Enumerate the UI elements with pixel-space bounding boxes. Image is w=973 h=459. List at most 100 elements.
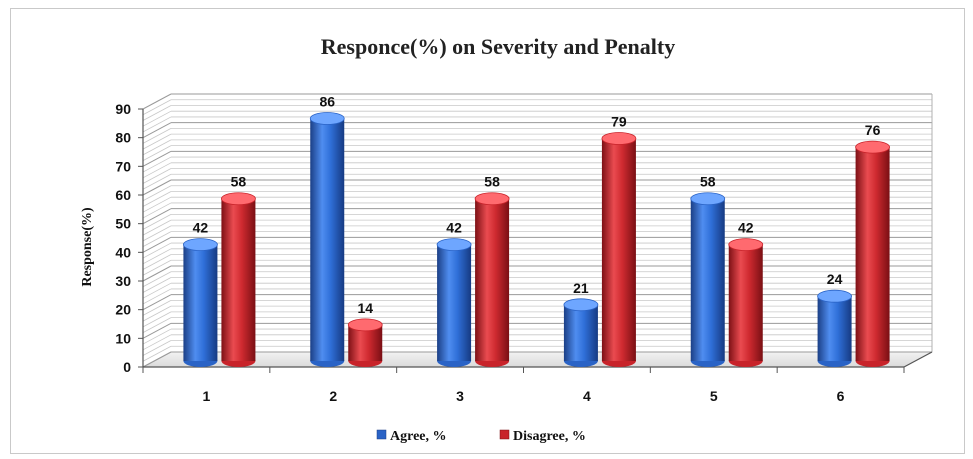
data-label: 58: [484, 174, 500, 190]
y-tick-label: 40: [115, 244, 131, 260]
gridline-side: [142, 145, 172, 161]
bar-cap: [817, 289, 852, 303]
gridline-side: [142, 254, 172, 270]
y-tick-label: 20: [115, 302, 131, 318]
gridline-side: [142, 122, 172, 139]
bar-body: [475, 198, 510, 361]
gridline-side: [142, 282, 172, 299]
gridline-side: [142, 93, 172, 110]
bar-body: [855, 147, 890, 361]
bar-agree-4: [563, 298, 599, 367]
x-tick-label: 5: [710, 388, 718, 404]
data-label: 21: [573, 280, 589, 296]
data-label: 76: [865, 122, 881, 138]
gridline-side: [142, 150, 172, 167]
floor-edge-right: [903, 351, 933, 368]
gridline-side: [142, 294, 172, 311]
y-tick-label: 0: [123, 359, 131, 375]
bar-agree-1: [183, 238, 218, 367]
bar-disagree-5: [728, 238, 764, 367]
gridline-side: [142, 322, 172, 339]
bar-cap: [347, 318, 383, 332]
gridline-side: [142, 311, 172, 328]
legend: Agree, % Disagree, %: [376, 429, 586, 444]
gridline-side: [142, 105, 172, 121]
x-tick-labels: 1 2 3 4 5 6: [203, 388, 845, 404]
gridline-side: [142, 345, 172, 362]
data-label: 42: [193, 220, 209, 236]
y-tick-label: 60: [115, 187, 131, 203]
chart-frame: Responce(%) on Severity and Penalty 0 10 2…: [10, 8, 965, 454]
data-label: 58: [700, 174, 716, 190]
bar-body: [601, 138, 636, 361]
bar-cap: [728, 238, 764, 252]
bar-cap: [690, 192, 726, 206]
y-tick-label: 50: [115, 216, 131, 232]
data-label: 79: [611, 114, 627, 130]
bar-cap: [309, 112, 345, 125]
y-tick-label: 80: [115, 130, 131, 146]
bar-body: [563, 304, 598, 361]
bars: [183, 112, 890, 367]
gridline-side: [142, 133, 172, 150]
gridline-side: [142, 202, 172, 219]
gridline-side: [142, 162, 172, 179]
bar-disagree-6: [855, 140, 890, 367]
gridline-side: [142, 214, 172, 230]
y-tick-label: 30: [115, 273, 131, 289]
bar-cap: [855, 140, 890, 154]
bar-cap: [221, 192, 256, 206]
gridline-side: [142, 271, 172, 288]
gridline-side: [142, 225, 172, 242]
gridline-side: [142, 196, 172, 213]
y-tick-label: 10: [115, 330, 131, 346]
data-label: 42: [738, 220, 754, 236]
data-label: 86: [319, 93, 335, 109]
gridline-side: [142, 300, 172, 316]
data-label: 24: [827, 271, 843, 287]
gridline-side: [142, 173, 172, 190]
bar-body: [728, 244, 763, 361]
legend-label-agree: Agree, %: [390, 429, 447, 444]
x-tick-label: 1: [203, 388, 211, 404]
legend-item-disagree: Disagree, %: [499, 429, 586, 444]
gridline-side: [142, 305, 172, 322]
bar-cap: [601, 132, 637, 145]
gridline-side: [142, 110, 172, 127]
bar-disagree-4: [601, 132, 637, 367]
gridline-side: [142, 231, 172, 247]
chart-title: Responce(%) on Severity and Penalty: [321, 34, 675, 59]
gridline-side: [142, 334, 172, 351]
x-tick-label: 4: [583, 388, 591, 404]
legend-label-disagree: Disagree, %: [513, 429, 586, 444]
floor: [142, 351, 933, 368]
x-tick-label: 6: [837, 388, 845, 404]
legend-swatch-agree: [376, 429, 387, 440]
gridline-side: [142, 116, 172, 133]
bar-body: [437, 244, 472, 361]
gridline-side: [142, 277, 172, 293]
gridline-side: [142, 191, 172, 207]
gridline-side: [142, 179, 172, 196]
bar-cap: [436, 238, 472, 252]
gridlines: [142, 93, 933, 368]
bar-disagree-3: [474, 192, 510, 367]
gridline-side: [142, 139, 172, 156]
bar-body: [221, 198, 256, 361]
gridline-side: [142, 99, 172, 116]
y-tick-labels: 0 10 20 30 40 50 60 70 80 90: [115, 101, 131, 375]
gridline-side: [142, 340, 172, 356]
gridline-side: [142, 208, 172, 225]
gridline-side: [142, 128, 172, 144]
gridline-side: [142, 236, 172, 253]
bar-body: [817, 296, 852, 361]
bar-cap: [563, 298, 599, 312]
gridline-side: [142, 317, 172, 333]
data-label: 58: [231, 174, 247, 190]
bar-body: [183, 244, 218, 361]
gridline-side: [142, 156, 172, 173]
gridline-side: [142, 242, 172, 259]
bar-cap: [183, 238, 218, 252]
bar-cap: [474, 192, 510, 206]
gridline-side: [142, 259, 172, 276]
